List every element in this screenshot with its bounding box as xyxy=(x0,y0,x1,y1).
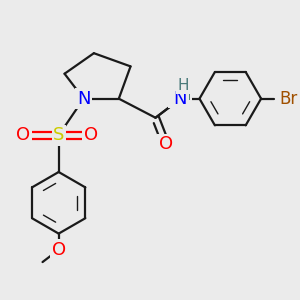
Text: O: O xyxy=(159,135,173,153)
Text: N: N xyxy=(174,90,187,108)
Text: Br: Br xyxy=(280,90,298,108)
Text: N: N xyxy=(77,90,90,108)
Text: O: O xyxy=(16,126,31,144)
Text: N: N xyxy=(170,88,183,106)
Text: H: H xyxy=(178,78,189,93)
Text: O: O xyxy=(52,241,66,259)
Text: O: O xyxy=(84,126,98,144)
Text: S: S xyxy=(53,126,64,144)
Text: H: H xyxy=(179,88,190,103)
